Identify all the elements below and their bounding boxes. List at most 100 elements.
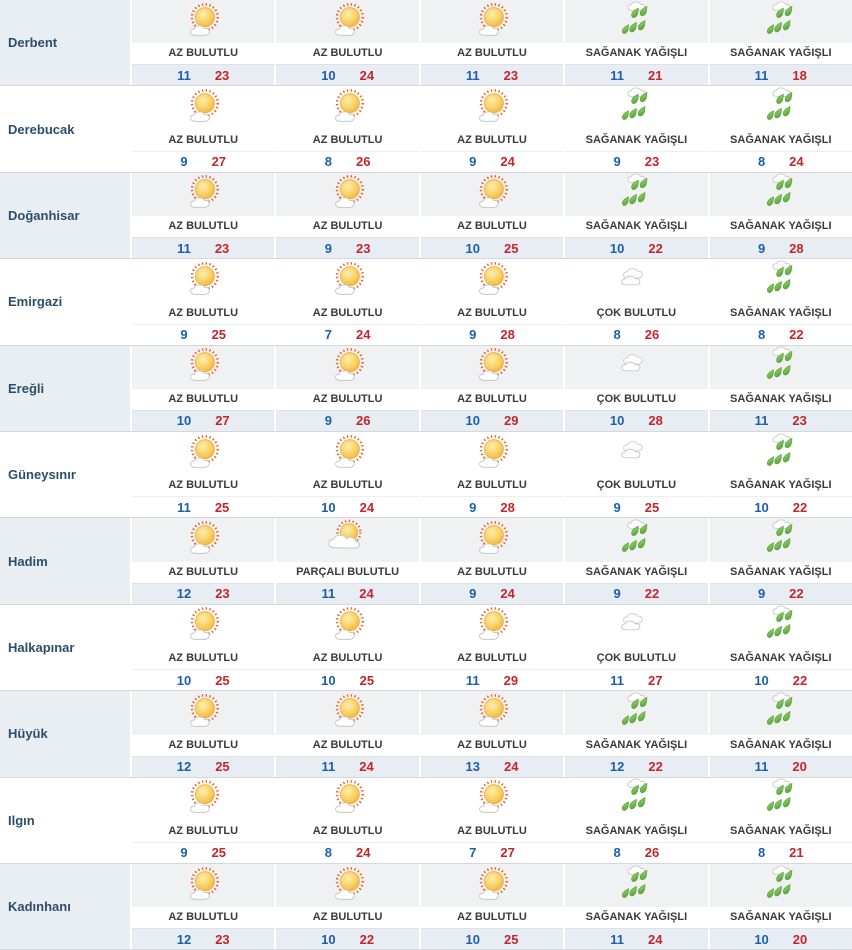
condition-label: SAĞANAK YAĞIŞLI [565, 43, 708, 65]
city-name-cell[interactable]: Ereğli [0, 345, 130, 431]
forecast-cell[interactable]: AZ BULUTLU 9 25 [130, 777, 275, 863]
forecast-cell[interactable]: SAĞANAK YAĞIŞLI 11 20 [707, 691, 852, 777]
min-temp: 10 [609, 413, 625, 429]
condition-label: SAĞANAK YAĞIŞLI [565, 734, 708, 756]
city-name-label: Emirgazi [8, 294, 63, 310]
forecast-cell[interactable]: SAĞANAK YAĞIŞLI 8 21 [707, 777, 852, 863]
city-name-cell[interactable]: Derbent [0, 0, 130, 86]
max-temp: 23 [214, 67, 230, 83]
forecast-cell[interactable]: AZ BULUTLU 11 24 [274, 691, 419, 777]
forecast-cell[interactable]: SAĞANAK YAĞIŞLI 11 18 [707, 0, 852, 86]
forecast-cell[interactable]: SAĞANAK YAĞIŞLI 8 24 [707, 86, 852, 172]
condition-label: AZ BULUTLU [132, 216, 275, 238]
forecast-cell[interactable]: SAĞANAK YAĞIŞLI 11 24 [563, 863, 708, 950]
city-name-cell[interactable]: Hüyük [0, 691, 130, 777]
forecast-cell[interactable]: SAĞANAK YAĞIŞLI 12 22 [563, 691, 708, 777]
forecast-cell[interactable]: AZ BULUTLU 9 24 [418, 86, 564, 172]
forecast-cell[interactable]: AZ BULUTLU 12 23 [130, 863, 275, 950]
city-name-cell[interactable]: Emirgazi [0, 259, 130, 345]
forecast-cell[interactable]: SAĞANAK YAĞIŞLI 11 21 [563, 0, 708, 86]
min-temp: 10 [754, 499, 769, 515]
condition-label: AZ BULUTLU [132, 129, 275, 151]
forecast-cell[interactable]: AZ BULUTLU 9 25 [130, 259, 275, 345]
forecast-cell[interactable]: AZ BULUTLU 10 25 [418, 863, 564, 950]
rain-icon [613, 778, 659, 820]
forecast-cell[interactable]: ÇOK BULUTLU 8 26 [563, 259, 708, 345]
sun-cloud-icon [325, 605, 371, 647]
partly-cloudy-icon [325, 519, 371, 561]
forecast-cell[interactable]: AZ BULUTLU 11 23 [130, 0, 275, 86]
forecast-cell[interactable]: AZ BULUTLU 7 24 [274, 259, 419, 345]
forecast-cell[interactable]: AZ BULUTLU 11 23 [418, 0, 564, 86]
forecast-cell[interactable]: AZ BULUTLU 12 23 [130, 518, 275, 604]
forecast-cell[interactable]: ÇOK BULUTLU 9 25 [563, 431, 708, 518]
temperature-pair: 9 23 [276, 237, 419, 259]
forecast-cell[interactable]: AZ BULUTLU 11 29 [418, 604, 564, 691]
forecast-cell[interactable]: AZ BULUTLU 10 25 [130, 604, 275, 691]
max-temp: 29 [503, 413, 519, 429]
city-name-cell[interactable]: Derebucak [0, 86, 130, 172]
sun-cloud-icon [325, 692, 371, 734]
city-name-cell[interactable]: Doğanhisar [0, 172, 130, 259]
forecast-cell[interactable]: AZ BULUTLU 7 27 [418, 777, 564, 863]
temperature-pair: 11 29 [420, 669, 564, 691]
city-name-cell[interactable]: Halkapınar [0, 604, 130, 691]
forecast-cell[interactable]: AZ BULUTLU 10 22 [274, 863, 419, 950]
forecast-icon-area [420, 0, 564, 44]
forecast-cell[interactable]: AZ BULUTLU 10 29 [418, 345, 564, 431]
max-temp: 25 [359, 672, 375, 688]
min-temp: 9 [469, 154, 477, 170]
min-temp: 8 [757, 845, 766, 861]
forecast-cell[interactable]: AZ BULUTLU 10 24 [274, 431, 419, 518]
city-name-cell[interactable]: Kadınhanı [0, 863, 130, 950]
forecast-cell[interactable]: SAĞANAK YAĞIŞLI 10 22 [707, 431, 852, 518]
max-temp: 20 [792, 759, 807, 775]
temperature-pair: 9 24 [420, 150, 564, 172]
forecast-cell[interactable]: SAĞANAK YAĞIŞLI 10 20 [707, 863, 852, 950]
forecast-cell[interactable]: SAĞANAK YAĞIŞLI 10 22 [707, 604, 852, 691]
forecast-cell[interactable]: PARÇALI BULUTLU 11 24 [274, 518, 419, 604]
forecast-cell[interactable]: AZ BULUTLU 13 24 [418, 691, 564, 777]
forecast-cell[interactable]: ÇOK BULUTLU 11 27 [563, 604, 708, 691]
condition-label: AZ BULUTLU [420, 820, 564, 842]
temperature-pair: 12 23 [132, 928, 275, 950]
forecast-cell[interactable]: AZ BULUTLU 8 24 [274, 777, 419, 863]
temperature-pair: 9 23 [565, 150, 708, 172]
forecast-cell[interactable]: AZ BULUTLU 9 28 [418, 259, 564, 345]
forecast-cell[interactable]: SAĞANAK YAĞIŞLI 9 28 [707, 172, 852, 259]
forecast-cell[interactable]: AZ BULUTLU 10 27 [130, 345, 275, 431]
forecast-cell[interactable]: AZ BULUTLU 11 23 [130, 172, 275, 259]
forecast-cell[interactable]: SAĞANAK YAĞIŞLI 9 23 [563, 86, 708, 172]
forecast-cell[interactable]: AZ BULUTLU 10 25 [418, 172, 564, 259]
forecast-cell[interactable]: AZ BULUTLU 10 25 [274, 604, 419, 691]
city-name-cell[interactable]: Güneysınır [0, 431, 130, 518]
forecast-cell[interactable]: AZ BULUTLU 10 24 [274, 0, 419, 86]
forecast-cell[interactable]: SAĞANAK YAĞIŞLI 8 26 [563, 777, 708, 863]
forecast-cell[interactable]: AZ BULUTLU 12 25 [130, 691, 275, 777]
forecast-cell[interactable]: SAĞANAK YAĞIŞLI 8 22 [707, 259, 852, 345]
min-temp: 10 [176, 413, 192, 429]
forecast-cell[interactable]: AZ BULUTLU 9 23 [274, 172, 419, 259]
condition-label: AZ BULUTLU [276, 388, 419, 410]
forecast-cell[interactable]: SAĞANAK YAĞIŞLI 9 22 [563, 518, 708, 604]
forecast-cell[interactable]: AZ BULUTLU 8 26 [274, 86, 419, 172]
city-name-cell[interactable]: Ilgın [0, 777, 130, 863]
max-temp: 23 [355, 240, 371, 256]
forecast-cell[interactable]: ÇOK BULUTLU 10 28 [563, 345, 708, 431]
max-temp: 25 [215, 759, 230, 775]
sun-cloud-icon [469, 605, 515, 647]
sun-cloud-icon [469, 519, 515, 561]
max-temp: 23 [644, 154, 660, 170]
temperature-pair: 10 25 [420, 928, 564, 950]
forecast-cell[interactable]: SAĞANAK YAĞIŞLI 10 22 [563, 172, 708, 259]
condition-label: AZ BULUTLU [132, 907, 275, 929]
forecast-cell[interactable]: AZ BULUTLU 9 27 [130, 86, 275, 172]
forecast-cell[interactable]: AZ BULUTLU 9 28 [418, 431, 564, 518]
forecast-cell[interactable]: AZ BULUTLU 9 26 [274, 345, 419, 431]
forecast-cell[interactable]: AZ BULUTLU 9 24 [418, 518, 564, 604]
city-name-cell[interactable]: Hadim [0, 518, 130, 604]
forecast-cell[interactable]: SAĞANAK YAĞIŞLI 11 23 [707, 345, 852, 431]
forecast-cell[interactable]: AZ BULUTLU 11 25 [130, 431, 275, 518]
forecast-cell[interactable]: SAĞANAK YAĞIŞLI 9 22 [707, 518, 852, 604]
